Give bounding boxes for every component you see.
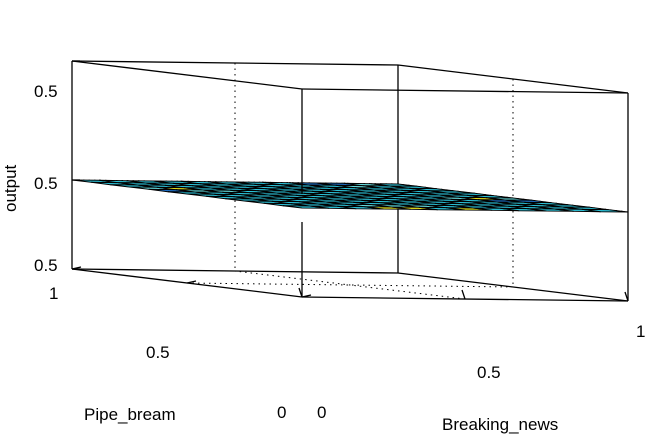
x-tick-mark-x0 xyxy=(298,287,303,298)
grid-floor-x-mid xyxy=(234,270,466,300)
x-tick-0: 0 xyxy=(317,403,326,422)
z-tick-mid: 0.5 xyxy=(34,174,58,193)
z-tick-top: 0.5 xyxy=(34,82,58,101)
z-axis-label: output xyxy=(1,164,20,212)
y-tick-0: 0 xyxy=(277,403,286,422)
x-axis-label: Breaking_news xyxy=(442,415,558,434)
front-frame xyxy=(71,60,629,302)
surface-cell xyxy=(581,208,629,213)
bottom-back-edge-right xyxy=(397,272,629,302)
y-axis-label: Pipe_bream xyxy=(84,405,176,424)
back-frame xyxy=(71,60,629,302)
x-tick-mark-x1 xyxy=(624,291,629,302)
z-tick-bottom: 0.5 xyxy=(34,256,58,275)
x-tick-0.5: 0.5 xyxy=(477,363,501,382)
top-front-edge-right xyxy=(301,88,629,94)
x-tick-1: 1 xyxy=(636,322,645,341)
y-tick-0.5: 0.5 xyxy=(146,343,170,362)
y-tick-mark-y05 xyxy=(186,280,197,284)
y-tick-mark-y0 xyxy=(301,294,312,298)
surface xyxy=(71,179,629,213)
y-tick-1: 1 xyxy=(49,284,58,303)
top-front-edge-left xyxy=(71,60,303,90)
y-tick-mark-y1 xyxy=(71,266,82,270)
x-tick-mark-x05 xyxy=(461,289,466,300)
axis-labels: 0.5 0.5 0.5 1 0.5 0 0 0.5 1 output Pipe_… xyxy=(1,82,645,434)
